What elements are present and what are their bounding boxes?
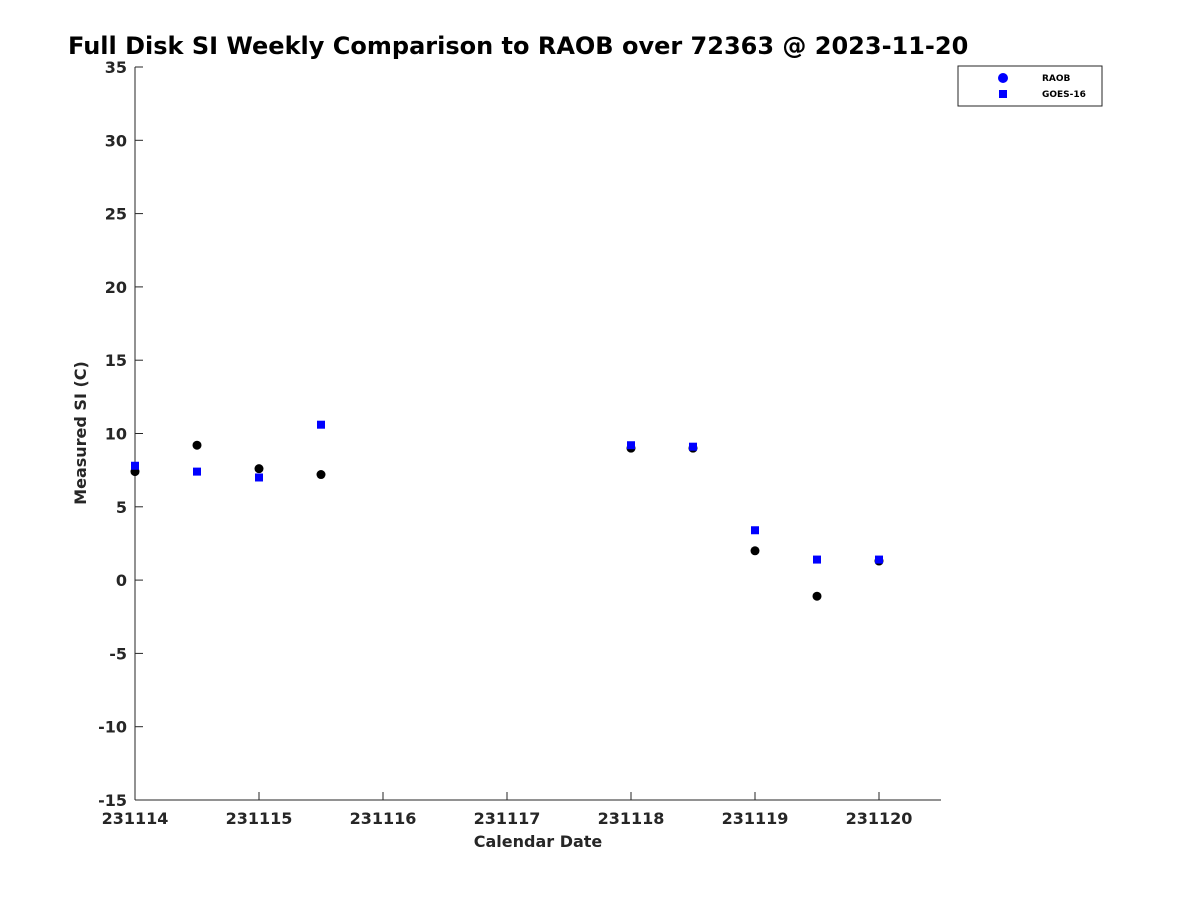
goes-16-point xyxy=(627,441,635,450)
x-tick-label: 231115 xyxy=(226,809,293,828)
goes-16-point xyxy=(689,442,697,451)
goes-16-point xyxy=(317,420,325,429)
y-tick-label: 15 xyxy=(105,351,127,370)
raob-point xyxy=(192,440,202,450)
y-ticks: -15 -10 -5 0 5 10 15 20 25 30 35 xyxy=(98,58,143,810)
data-points xyxy=(130,420,884,601)
legend-goes-16-marker xyxy=(999,90,1007,98)
y-tick-label: 30 xyxy=(105,131,127,150)
legend: RAOB GOES-16 xyxy=(957,65,1103,107)
goes-16-point xyxy=(255,473,263,482)
goes-16-point xyxy=(875,555,883,564)
y-tick-label: 20 xyxy=(105,278,127,297)
x-tick-label: 231114 xyxy=(102,809,169,828)
chart-title: Full Disk SI Weekly Comparison to RAOB o… xyxy=(68,32,968,60)
y-tick-label: 5 xyxy=(116,498,127,517)
legend-label: RAOB xyxy=(1042,74,1071,84)
series-raob xyxy=(130,440,884,601)
goes-16-point xyxy=(751,526,759,535)
goes-16-point xyxy=(131,461,139,470)
y-tick-label: 25 xyxy=(105,205,127,224)
x-tick-label: 231117 xyxy=(474,809,541,828)
y-axis-label: Measured SI (C) xyxy=(71,361,90,505)
legend-label: GOES-16 xyxy=(1042,90,1086,100)
x-ticks: 231114 231115 231116 231117 231118 231119 2311… xyxy=(102,792,913,828)
x-tick-label: 231116 xyxy=(350,809,417,828)
y-tick-label: 35 xyxy=(105,58,127,77)
y-tick-label: -15 xyxy=(98,791,127,810)
goes-16-point xyxy=(813,555,821,564)
axes xyxy=(134,67,941,801)
legend-raob-marker xyxy=(998,73,1008,83)
x-axis-label: Calendar Date xyxy=(474,832,603,851)
raob-point xyxy=(750,546,760,556)
raob-point xyxy=(254,464,264,474)
x-tick-label: 231120 xyxy=(846,809,913,828)
x-tick-label: 231118 xyxy=(598,809,665,828)
series-goes-16 xyxy=(131,420,883,564)
y-tick-label: -10 xyxy=(98,718,127,737)
legend-box xyxy=(957,65,1103,107)
x-tick-label: 231119 xyxy=(722,809,789,828)
y-tick-label: 10 xyxy=(105,425,127,444)
y-tick-label: 0 xyxy=(116,571,127,590)
goes-16-point xyxy=(193,467,201,476)
raob-point xyxy=(812,591,822,601)
raob-point xyxy=(316,470,326,480)
y-tick-label: -5 xyxy=(109,644,127,663)
